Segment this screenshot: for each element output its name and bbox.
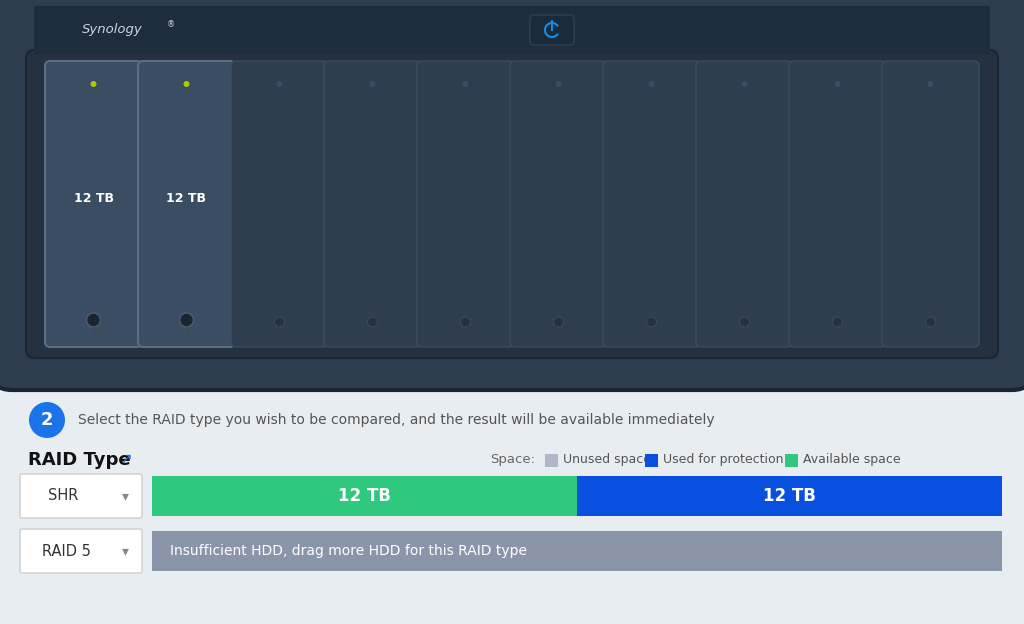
Bar	[644, 454, 657, 467]
Text: 12 TB: 12 TB	[74, 192, 114, 205]
Text: Insufficient HDD, drag more HDD for this RAID type: Insufficient HDD, drag more HDD for this…	[170, 544, 527, 558]
Circle shape	[461, 317, 470, 327]
Text: SHR: SHR	[48, 489, 79, 504]
Text: ▾: ▾	[122, 489, 128, 503]
Circle shape	[835, 81, 841, 87]
Text: Select the RAID type you wish to be compared, and the result will be available i: Select the RAID type you wish to be comp…	[78, 413, 715, 427]
FancyBboxPatch shape	[231, 61, 328, 347]
Text: 12 TB: 12 TB	[167, 192, 207, 205]
Text: RAID Type: RAID Type	[28, 451, 131, 469]
Text: 12 TB: 12 TB	[338, 487, 391, 505]
Bar	[545, 454, 558, 467]
Text: Available space: Available space	[803, 454, 900, 467]
FancyBboxPatch shape	[324, 61, 421, 347]
Bar	[0, 370, 1024, 624]
FancyBboxPatch shape	[26, 50, 998, 358]
Circle shape	[554, 317, 563, 327]
FancyBboxPatch shape	[138, 61, 234, 347]
Text: ▾: ▾	[122, 544, 128, 558]
FancyBboxPatch shape	[530, 15, 574, 45]
Text: Unused space: Unused space	[563, 454, 651, 467]
Circle shape	[86, 313, 100, 327]
Circle shape	[179, 313, 194, 327]
Text: Synology: Synology	[82, 24, 142, 36]
Text: RAID 5: RAID 5	[42, 544, 91, 558]
FancyBboxPatch shape	[510, 61, 607, 347]
Text: ®: ®	[167, 21, 175, 29]
Circle shape	[90, 81, 96, 87]
Bar	[152, 476, 577, 516]
Text: 12 TB: 12 TB	[763, 487, 816, 505]
FancyBboxPatch shape	[603, 61, 700, 347]
Circle shape	[926, 317, 936, 327]
Circle shape	[368, 317, 378, 327]
Text: ↗: ↗	[120, 451, 132, 465]
Circle shape	[555, 81, 561, 87]
Bar	[34, 6, 990, 54]
FancyBboxPatch shape	[417, 61, 514, 347]
FancyBboxPatch shape	[45, 61, 142, 347]
Bar	[152, 531, 1002, 571]
FancyBboxPatch shape	[790, 61, 886, 347]
FancyBboxPatch shape	[20, 474, 142, 518]
Circle shape	[370, 81, 376, 87]
Circle shape	[741, 81, 748, 87]
FancyBboxPatch shape	[882, 61, 979, 347]
FancyBboxPatch shape	[696, 61, 793, 347]
FancyBboxPatch shape	[20, 529, 142, 573]
Circle shape	[648, 81, 654, 87]
Circle shape	[739, 317, 750, 327]
FancyBboxPatch shape	[0, 0, 1024, 390]
Text: Space:: Space:	[490, 454, 535, 467]
Circle shape	[646, 317, 656, 327]
Circle shape	[463, 81, 469, 87]
Circle shape	[833, 317, 843, 327]
Circle shape	[29, 402, 65, 438]
Circle shape	[274, 317, 285, 327]
Circle shape	[276, 81, 283, 87]
Circle shape	[928, 81, 934, 87]
Text: Used for protection: Used for protection	[663, 454, 783, 467]
Bar	[577, 476, 1002, 516]
Bar	[0, 0, 1024, 4]
Circle shape	[183, 81, 189, 87]
Text: 2: 2	[41, 411, 53, 429]
Bar	[784, 454, 798, 467]
